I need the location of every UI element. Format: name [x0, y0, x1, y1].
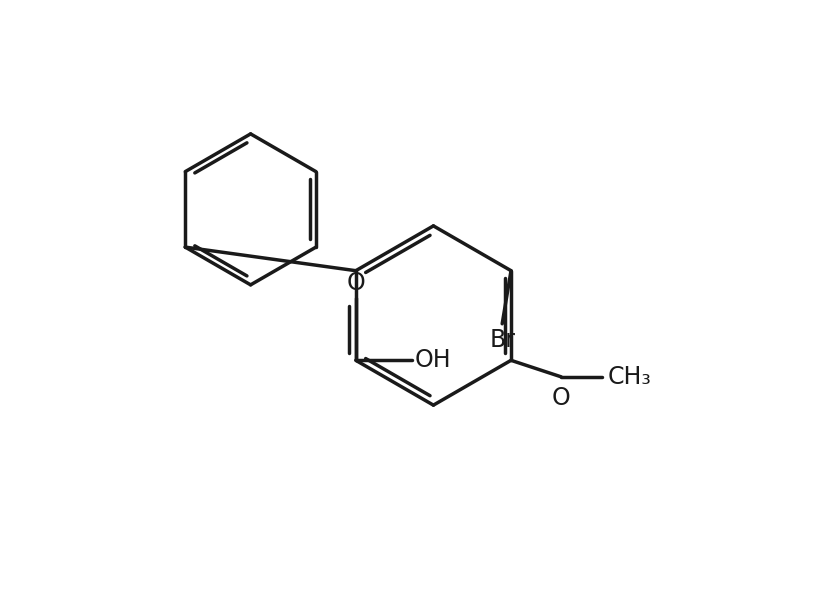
Text: OH: OH [415, 348, 451, 373]
Text: O: O [552, 386, 570, 410]
Text: Br: Br [489, 328, 515, 352]
Text: CH₃: CH₃ [607, 365, 651, 389]
Text: O: O [346, 271, 365, 295]
